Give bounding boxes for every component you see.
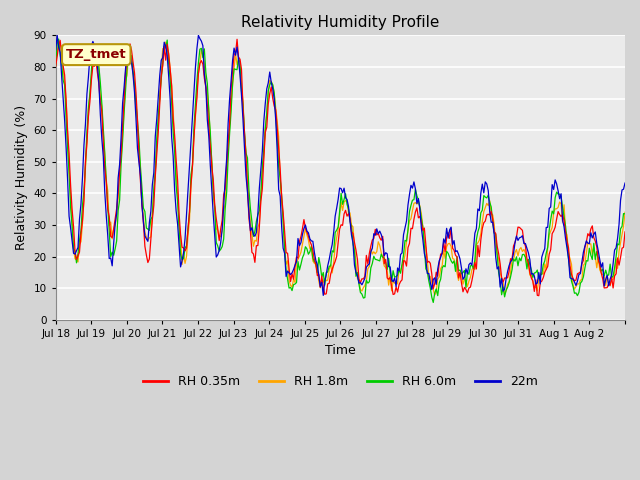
X-axis label: Time: Time — [325, 344, 356, 357]
Text: TZ_tmet: TZ_tmet — [66, 48, 127, 61]
Y-axis label: Relativity Humidity (%): Relativity Humidity (%) — [15, 105, 28, 250]
Title: Relativity Humidity Profile: Relativity Humidity Profile — [241, 15, 440, 30]
Legend: RH 0.35m, RH 1.8m, RH 6.0m, 22m: RH 0.35m, RH 1.8m, RH 6.0m, 22m — [138, 370, 543, 393]
